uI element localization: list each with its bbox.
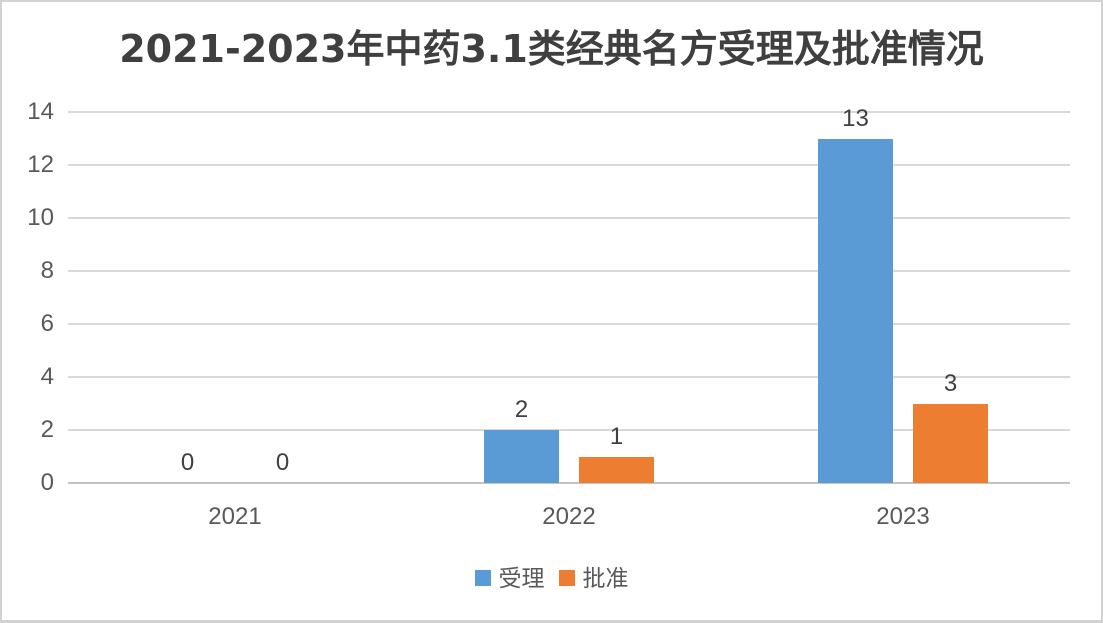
bar-2023-批准 xyxy=(913,403,988,483)
x-axis-category-label: 2023 xyxy=(876,503,930,530)
data-label-2021-受理: 0 xyxy=(180,449,195,476)
y-axis-tick-label: 0 xyxy=(40,469,54,496)
bar-2023-受理 xyxy=(818,138,893,483)
x-axis-category-label: 2021 xyxy=(208,503,262,530)
gridline-y0 xyxy=(68,482,1070,484)
x-axis-category-label: 2022 xyxy=(542,503,596,530)
data-label-2021-批准: 0 xyxy=(275,449,290,476)
gridline-y14 xyxy=(68,111,1070,113)
y-axis-tick-label: 14 xyxy=(27,98,54,125)
y-axis-tick-label: 4 xyxy=(40,363,54,390)
y-axis-tick-label: 2 xyxy=(40,416,54,443)
legend-item-approved: 批准 xyxy=(558,565,629,591)
legend-label-approved: 批准 xyxy=(582,565,629,591)
gridline-y12 xyxy=(68,164,1070,166)
data-label-2023-批准: 3 xyxy=(943,369,958,397)
legend-swatch-approved xyxy=(558,570,575,586)
bar-2022-批准 xyxy=(579,456,654,483)
data-label-2022-受理: 2 xyxy=(514,396,529,423)
gridline-y10 xyxy=(68,217,1070,219)
data-label-2023-受理: 13 xyxy=(842,104,869,132)
gridline-y6 xyxy=(68,323,1070,325)
legend: 受理 批准 xyxy=(2,566,1101,590)
gridline-y4 xyxy=(68,376,1070,378)
bar-2022-受理 xyxy=(484,430,559,483)
data-label-2022-批准: 1 xyxy=(609,422,624,450)
y-axis-tick-label: 6 xyxy=(40,310,54,337)
chart-title: 2021-2023年中药3.1类经典名方受理及批准情况 xyxy=(119,27,984,71)
y-axis-tick-label: 12 xyxy=(27,151,54,178)
legend-swatch-accepted xyxy=(474,570,491,586)
y-axis-tick-label: 8 xyxy=(40,257,54,284)
gridline-y8 xyxy=(68,270,1070,272)
legend-item-accepted: 受理 xyxy=(474,565,545,591)
legend-label-accepted: 受理 xyxy=(498,565,545,591)
y-axis-tick-label: 10 xyxy=(27,204,54,231)
gridline-y2 xyxy=(68,429,1070,431)
